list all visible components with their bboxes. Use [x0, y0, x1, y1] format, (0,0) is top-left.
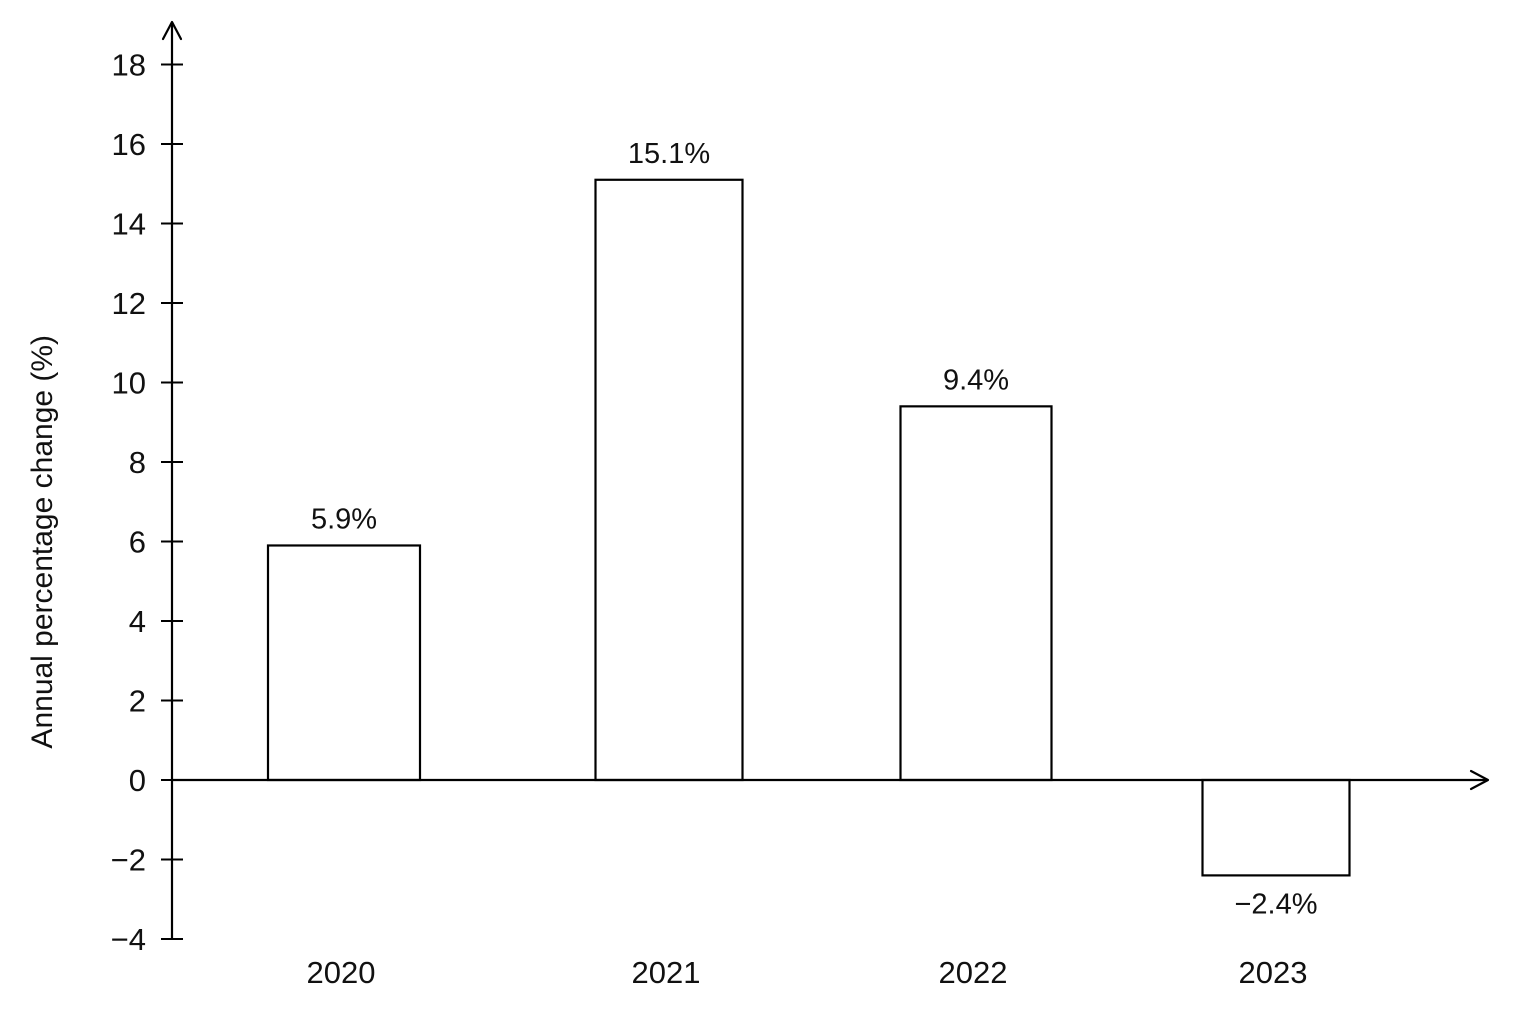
x-category-label-2022: 2022 — [939, 955, 1008, 990]
data-label-2020: 5.9% — [311, 503, 377, 535]
bars — [266, 178, 1351, 877]
x-axis-categories: 2020 2021 2022 2023 — [307, 955, 1308, 990]
axes — [161, 20, 1490, 938]
x-category-label-2020: 2020 — [307, 955, 376, 990]
y-tick-label: 4 — [129, 604, 146, 639]
y-axis-arrow — [161, 20, 183, 41]
x-category-label-2023: 2023 — [1239, 955, 1308, 990]
bar-2023 — [1201, 778, 1351, 877]
y-tick-label: 8 — [129, 445, 146, 480]
y-axis-title: Annual percentage change (%) — [26, 335, 59, 749]
y-tick-label: −2 — [111, 843, 146, 878]
y-tick-label: 18 — [112, 48, 146, 83]
y-tick-label: 6 — [129, 525, 146, 560]
data-labels: 5.9% 15.1% 9.4% −2.4% — [311, 138, 1318, 921]
x-category-label-2021: 2021 — [632, 955, 701, 990]
data-label-2023: −2.4% — [1234, 888, 1317, 920]
y-tick-label: 10 — [112, 366, 146, 401]
x-axis-arrow — [1469, 769, 1490, 791]
y-tick-label: 2 — [129, 684, 146, 719]
y-tick-label: 16 — [112, 127, 146, 162]
bar-2021 — [594, 178, 744, 782]
y-tick-label: −4 — [111, 922, 146, 957]
y-tick-label: 14 — [112, 207, 146, 242]
y-tick-label: 12 — [112, 286, 146, 321]
data-label-2021: 15.1% — [628, 138, 710, 170]
bar-2020 — [266, 544, 422, 782]
bar-2022 — [899, 405, 1053, 782]
y-tick-label: 0 — [129, 763, 146, 798]
data-label-2022: 9.4% — [943, 364, 1009, 396]
y-axis-ticks: −4 −2 0 2 4 6 8 10 12 14 16 18 — [111, 48, 183, 957]
